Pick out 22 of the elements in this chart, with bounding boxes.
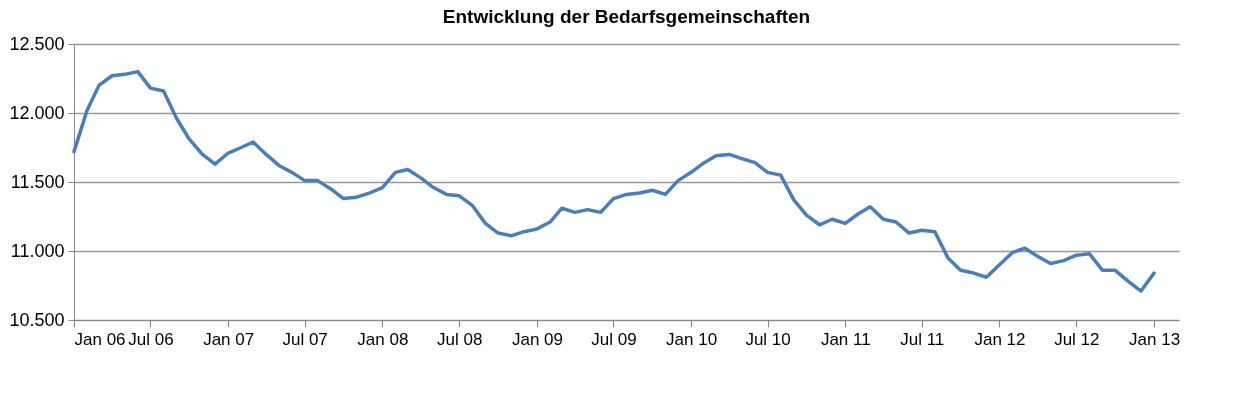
x-tick-label: Jul 07	[282, 329, 328, 349]
chart-title: Entwicklung der Bedarfsgemeinschaften	[442, 6, 811, 27]
x-tick-label: Jan 07	[203, 329, 255, 349]
y-tick-label: 11.000	[10, 240, 65, 261]
x-tick-label: Jan 10	[666, 329, 718, 349]
y-tick-label: 10.500	[9, 309, 65, 330]
y-tick-label: 12.000	[9, 102, 65, 123]
x-tick-label: Jul 08	[437, 329, 483, 349]
x-tick-label: Jul 11	[900, 329, 945, 349]
x-tick-label: Jan 09	[511, 329, 563, 349]
x-tick-label: Jan 13	[1129, 329, 1181, 349]
y-tick-label: 12.500	[9, 33, 65, 54]
line-series	[72, 69, 1156, 293]
x-tick-label: Jan 11	[820, 329, 871, 349]
x-tick-label: Jul 12	[1054, 329, 1100, 349]
x-tick-label: Jan 08	[357, 329, 409, 349]
x-tick-label: Jan 06	[74, 329, 126, 349]
x-tick-label: Jul 06	[128, 329, 174, 349]
y-tick-label: 11.500	[10, 171, 65, 192]
x-tick-label: Jan 12	[974, 329, 1026, 349]
x-tick-label: Jul 10	[745, 329, 791, 349]
x-tick-label: Jul 09	[591, 329, 637, 349]
